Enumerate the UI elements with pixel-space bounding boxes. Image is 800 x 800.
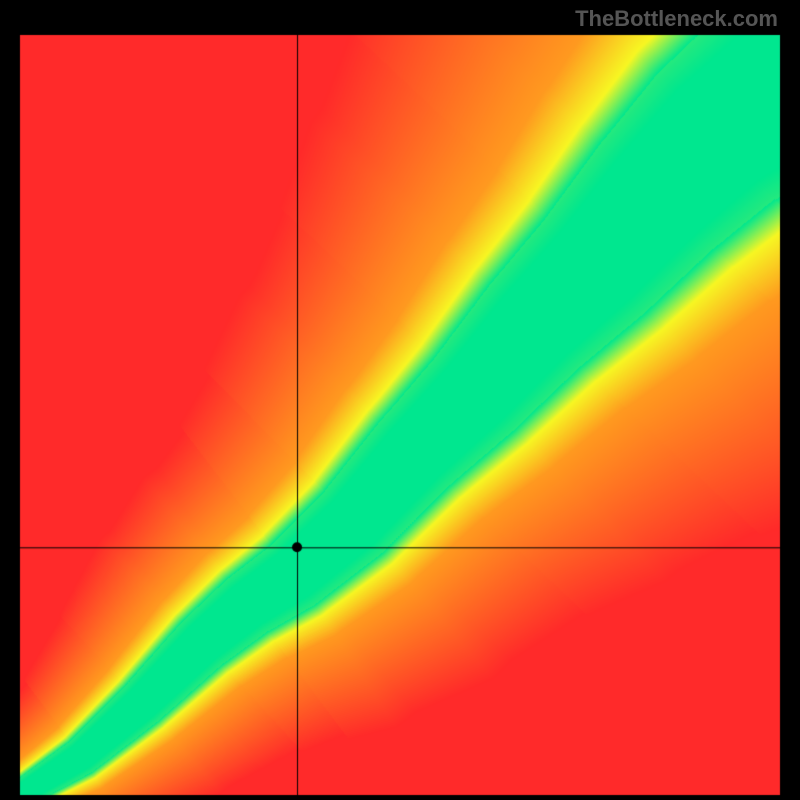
bottleneck-heatmap [0,0,800,800]
watermark-text: TheBottleneck.com [575,6,778,32]
